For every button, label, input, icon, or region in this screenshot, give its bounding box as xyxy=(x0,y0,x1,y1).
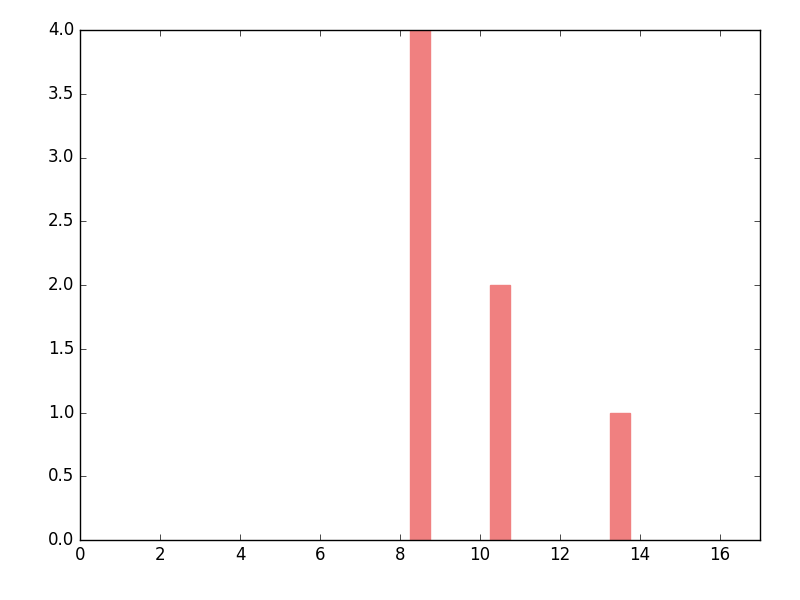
Bar xyxy=(410,30,430,540)
Bar xyxy=(610,413,630,540)
Bar xyxy=(490,285,510,540)
